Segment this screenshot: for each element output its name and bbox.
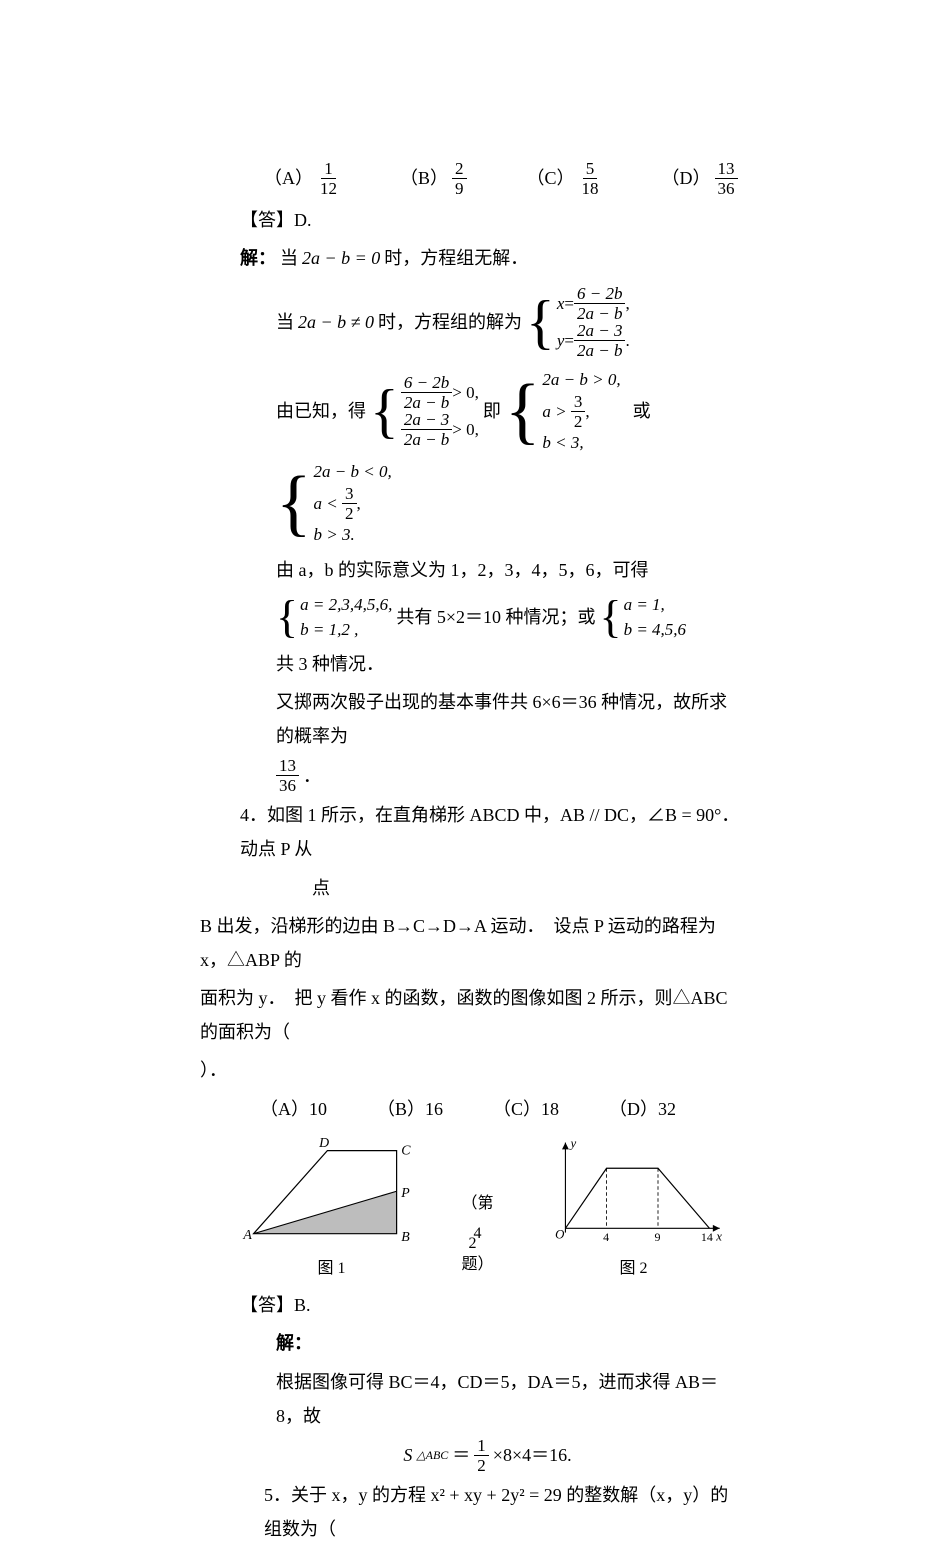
- option-b-frac: 2 9: [452, 160, 467, 197]
- q4-option-a: （A）10: [260, 1092, 327, 1126]
- option-d-frac: 13 36: [715, 160, 738, 197]
- sol-prefix: 解：: [240, 241, 276, 275]
- q4-stem-4: ）．: [200, 1053, 735, 1087]
- q3-sol-2: 当 2a − b ≠ 0 时，方程组的解为 { x = 6 − 2b2a − b…: [240, 285, 735, 359]
- svg-text:C: C: [401, 1142, 411, 1157]
- cond-brace-2: { 2a − b < 0, a < 32 , b > 3.: [276, 459, 392, 547]
- page-number: 2: [0, 1229, 945, 1259]
- option-a-frac: 1 12: [317, 160, 340, 197]
- option-a: （A） 1 12: [264, 160, 340, 197]
- option-d-label: （D）: [662, 161, 711, 195]
- option-d: （D） 13 36: [662, 160, 738, 197]
- case2-brace: { a = 1, b = 4,5,6: [599, 592, 686, 643]
- q4-option-d: （D）32: [609, 1092, 676, 1126]
- option-b: （B） 2 9: [400, 160, 467, 197]
- figure-row: A B C D P 图 1 （第 4 题） O 4 9: [240, 1134, 735, 1284]
- q3-ab-line: 由 a，b 的实际意义为 1，2，3，4，5，6，可得: [240, 553, 735, 587]
- q4-sol-frac: 1 2: [474, 1437, 489, 1474]
- q4-option-c: （C）18: [493, 1092, 559, 1126]
- option-a-label: （A）: [264, 161, 313, 195]
- q3-options: （A） 1 12 （B） 2 9 （C） 5 18 （D） 13 36: [240, 160, 735, 197]
- q3-final: 又掷两次骰子出现的基本事件共 6×6＝36 种情况，故所求的概率为 13 36 …: [240, 685, 735, 794]
- sol-prefix-2: 解：: [276, 1326, 312, 1360]
- system-brace: { x = 6 − 2b2a − b , y = 2a − 32a − b .: [526, 285, 630, 359]
- q3-answer: 【答】D.: [240, 203, 735, 237]
- figure-1: A B C D P 图 1: [232, 1134, 432, 1284]
- q3-final-frac: 13 36: [276, 757, 299, 794]
- q4-stem-3: 面积为 y． 把 y 看作 x 的函数，函数的图像如图 2 所示，则△ABC 的…: [200, 981, 735, 1049]
- option-b-label: （B）: [400, 161, 448, 195]
- q3-known: 由已知，得 { 6 − 2b2a − b > 0, 2a − 32a − b >…: [240, 367, 735, 547]
- q4-option-b: （B）16: [377, 1092, 443, 1126]
- option-c-label: （C）: [527, 161, 575, 195]
- svg-text:y: y: [568, 1137, 576, 1151]
- q4-sol-1: 解： 根据图像可得 BC＝4，CD＝5，DA＝5，进而求得 AB＝8，故: [240, 1326, 735, 1433]
- q4-stem-1b: 点: [240, 871, 735, 905]
- svg-text:P: P: [400, 1185, 410, 1200]
- cond-brace-0: { 6 − 2b2a − b > 0, 2a − 32a − b > 0,: [370, 374, 479, 448]
- cond-brace-1: { 2a − b > 0, a > 32 , b < 3,: [505, 367, 621, 455]
- option-c-frac: 5 18: [579, 160, 602, 197]
- q4-stem-1: 4．如图 1 所示，在直角梯形 ABCD 中，AB // DC，∠B = 90°…: [240, 798, 735, 866]
- q4-sol-2: S△ABC ＝ 1 2 ×8×4＝16.: [240, 1437, 735, 1474]
- case1-brace: { a = 2,3,4,5,6, b = 1,2 ,: [276, 592, 392, 643]
- page: （A） 1 12 （B） 2 9 （C） 5 18 （D） 13 36: [0, 0, 945, 1337]
- q4-stem-2: B 出发，沿梯形的边由 B→C→D→A 运动． 设点 P 运动的路程为 x，△A…: [200, 909, 735, 977]
- q4-answer: 【答】B.: [240, 1288, 735, 1322]
- option-c: （C） 5 18: [527, 160, 602, 197]
- svg-text:D: D: [318, 1135, 329, 1150]
- q5-stem: 5．关于 x，y 的方程 x² + xy + 2y² = 29 的整数解（x，y…: [240, 1478, 735, 1546]
- q3-sol-1: 解： 当 2a − b = 0 时，方程组无解．: [240, 241, 735, 275]
- q4-options: （A）10 （B）16 （C）18 （D）32: [260, 1092, 735, 1126]
- figure-2: O 4 9 14 x y 图 2: [524, 1134, 744, 1284]
- q3-cases: { a = 2,3,4,5,6, b = 1,2 , 共有 5×2＝10 种情况…: [240, 592, 735, 681]
